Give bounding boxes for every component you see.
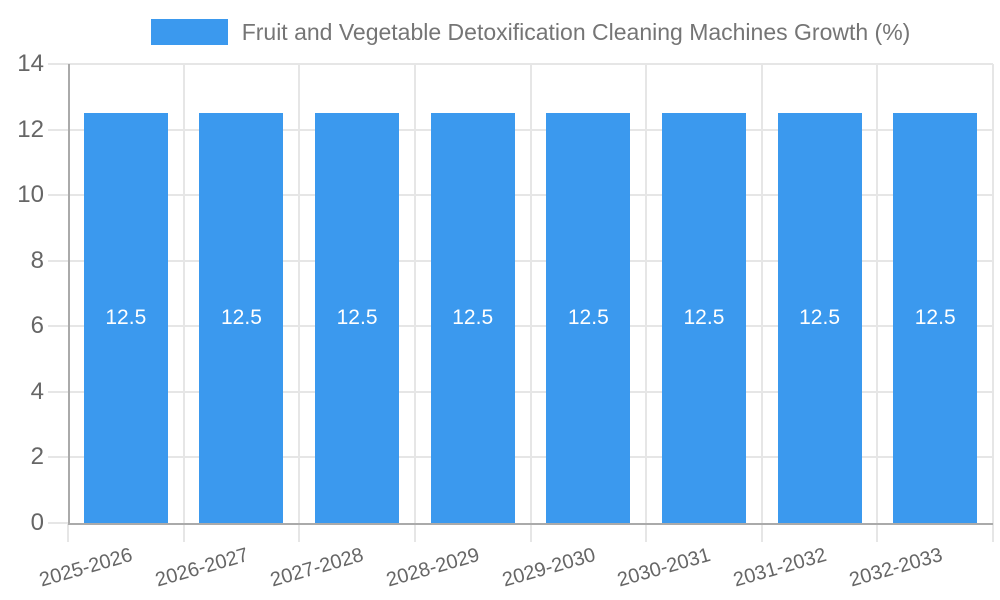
y-tick-label: 6: [30, 312, 44, 340]
bar-2025-2026[interactable]: [83, 113, 168, 523]
y-tick-label: 10: [17, 181, 44, 209]
v-gridline: [760, 64, 763, 523]
x-tick-label: 2032-2033: [846, 543, 945, 592]
x-axis-tick: [67, 523, 69, 542]
y-axis-tick: [48, 259, 68, 262]
x-axis-tick: [992, 523, 994, 542]
y-tick-label: 14: [17, 50, 44, 77]
y-tick-label: 0: [30, 509, 44, 536]
bar-2030-2031[interactable]: [661, 113, 746, 523]
v-gridline: [529, 64, 532, 523]
y-tick-label: 8: [30, 246, 44, 274]
chart-legend[interactable]: Fruit and Vegetable Detoxification Clean…: [68, 12, 993, 52]
x-tick-label: 2027-2028: [268, 543, 367, 592]
bar-2031-2032[interactable]: [777, 113, 862, 523]
x-axis-line: [68, 523, 993, 525]
x-axis-tick: [298, 523, 301, 542]
y-axis-tick: [48, 325, 68, 328]
x-axis-tick: [876, 523, 879, 542]
bar-2032-2033[interactable]: [893, 113, 978, 523]
x-tick-label: 2031-2032: [730, 543, 829, 592]
y-axis-line: [68, 64, 70, 525]
v-gridline: [298, 64, 301, 523]
legend-swatch-icon: [150, 19, 228, 45]
y-tick-label: 12: [17, 115, 44, 143]
x-axis-tick: [529, 523, 532, 542]
legend-title: Fruit and Vegetable Detoxification Clean…: [241, 18, 911, 45]
y-axis-tick: [48, 194, 68, 197]
y-axis-tick: [48, 456, 68, 459]
v-gridline: [182, 64, 185, 523]
x-tick-label: 2025-2026: [37, 543, 136, 592]
bar-2028-2029[interactable]: [430, 113, 515, 523]
y-tick-label: 2: [30, 443, 44, 471]
y-axis-tick: [48, 390, 68, 393]
v-gridline: [992, 64, 994, 523]
v-gridline: [645, 64, 648, 523]
x-axis-tick: [760, 523, 763, 542]
bar-2029-2030[interactable]: [546, 113, 631, 523]
v-gridline: [876, 64, 879, 523]
y-axis-tick: [48, 63, 68, 65]
plot-area: 12.5 12.5 12.5 12.5 12.5 12.5 12.5 12.5: [48, 63, 994, 542]
y-axis-tick: [48, 522, 68, 524]
x-tick-label: 2026-2027: [152, 543, 251, 592]
bar-2027-2028[interactable]: [315, 113, 400, 523]
v-gridline: [413, 64, 416, 523]
y-tick-label: 4: [30, 377, 44, 405]
x-tick-label: 2029-2030: [499, 543, 598, 592]
y-axis-tick: [48, 128, 68, 131]
x-axis-tick: [182, 523, 185, 542]
bar-2026-2027[interactable]: [199, 113, 284, 523]
x-axis-tick: [413, 523, 416, 542]
x-tick-label: 2030-2031: [615, 543, 714, 592]
x-axis-tick: [645, 523, 648, 542]
x-tick-label: 2028-2029: [384, 543, 483, 592]
